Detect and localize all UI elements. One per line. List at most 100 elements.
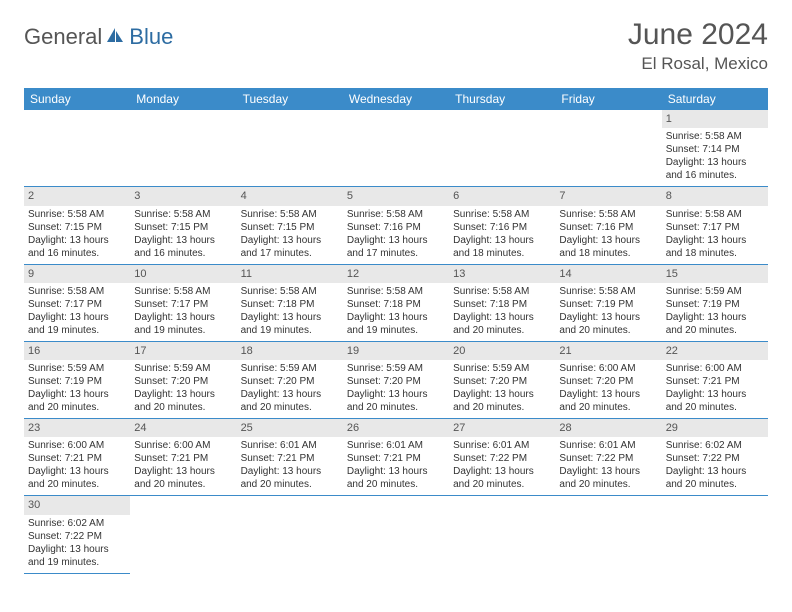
calendar-week: 23Sunrise: 6:00 AMSunset: 7:21 PMDayligh… (24, 419, 768, 496)
sunset-text: Sunset: 7:21 PM (666, 375, 764, 388)
day-number: 23 (24, 419, 130, 437)
sunrise-text: Sunrise: 6:02 AM (666, 439, 764, 452)
calendar-week: 9Sunrise: 5:58 AMSunset: 7:17 PMDaylight… (24, 264, 768, 341)
day-header: Saturday (662, 88, 768, 110)
day-number: 12 (343, 265, 449, 283)
calendar-cell: 25Sunrise: 6:01 AMSunset: 7:21 PMDayligh… (237, 419, 343, 496)
sunrise-text: Sunrise: 5:58 AM (134, 208, 232, 221)
sunrise-text: Sunrise: 5:58 AM (453, 285, 551, 298)
daylight-text: and 19 minutes. (28, 324, 126, 337)
daylight-text: and 20 minutes. (241, 401, 339, 414)
sunset-text: Sunset: 7:20 PM (347, 375, 445, 388)
calendar-cell: 7Sunrise: 5:58 AMSunset: 7:16 PMDaylight… (555, 187, 661, 264)
daylight-text: and 20 minutes. (666, 401, 764, 414)
calendar-cell: 29Sunrise: 6:02 AMSunset: 7:22 PMDayligh… (662, 419, 768, 496)
day-number: 13 (449, 265, 555, 283)
daylight-text: and 16 minutes. (666, 169, 764, 182)
daylight-text: Daylight: 13 hours (28, 388, 126, 401)
month-title: June 2024 (628, 18, 768, 52)
calendar-cell: . (555, 110, 661, 187)
header: General Blue June 2024 El Rosal, Mexico (24, 18, 768, 74)
daylight-text: Daylight: 13 hours (241, 311, 339, 324)
daylight-text: Daylight: 13 hours (666, 156, 764, 169)
calendar-week: ......1Sunrise: 5:58 AMSunset: 7:14 PMDa… (24, 110, 768, 187)
sunset-text: Sunset: 7:18 PM (453, 298, 551, 311)
day-number: 26 (343, 419, 449, 437)
daylight-text: and 17 minutes. (347, 247, 445, 260)
daylight-text: Daylight: 13 hours (134, 311, 232, 324)
calendar-cell: 21Sunrise: 6:00 AMSunset: 7:20 PMDayligh… (555, 341, 661, 418)
sunset-text: Sunset: 7:18 PM (241, 298, 339, 311)
daylight-text: Daylight: 13 hours (28, 234, 126, 247)
sunrise-text: Sunrise: 5:58 AM (347, 285, 445, 298)
sunset-text: Sunset: 7:20 PM (134, 375, 232, 388)
sunrise-text: Sunrise: 5:59 AM (134, 362, 232, 375)
day-header: Friday (555, 88, 661, 110)
daylight-text: Daylight: 13 hours (134, 234, 232, 247)
daylight-text: Daylight: 13 hours (28, 543, 126, 556)
day-number: 20 (449, 342, 555, 360)
sunrise-text: Sunrise: 6:02 AM (28, 517, 126, 530)
daylight-text: and 18 minutes. (559, 247, 657, 260)
calendar-cell: . (555, 496, 661, 573)
calendar-cell: 3Sunrise: 5:58 AMSunset: 7:15 PMDaylight… (130, 187, 236, 264)
sunrise-text: Sunrise: 6:00 AM (28, 439, 126, 452)
sunrise-text: Sunrise: 6:00 AM (666, 362, 764, 375)
sunrise-text: Sunrise: 5:59 AM (347, 362, 445, 375)
daylight-text: and 20 minutes. (559, 401, 657, 414)
calendar-cell: 30Sunrise: 6:02 AMSunset: 7:22 PMDayligh… (24, 496, 130, 573)
daylight-text: and 20 minutes. (453, 324, 551, 337)
sunset-text: Sunset: 7:16 PM (453, 221, 551, 234)
daylight-text: Daylight: 13 hours (28, 465, 126, 478)
sunset-text: Sunset: 7:22 PM (28, 530, 126, 543)
daylight-text: Daylight: 13 hours (347, 311, 445, 324)
day-number: 2 (24, 187, 130, 205)
sunset-text: Sunset: 7:22 PM (559, 452, 657, 465)
day-number: 24 (130, 419, 236, 437)
daylight-text: Daylight: 13 hours (666, 311, 764, 324)
daylight-text: and 19 minutes. (241, 324, 339, 337)
calendar-cell: 9Sunrise: 5:58 AMSunset: 7:17 PMDaylight… (24, 264, 130, 341)
daylight-text: and 20 minutes. (134, 478, 232, 491)
calendar-cell: 23 Sunrise: 6:00 AMSunset: 7:21 PMDayligh… (24, 419, 130, 496)
daylight-text: Daylight: 13 hours (453, 234, 551, 247)
sunrise-text: Sunrise: 5:58 AM (453, 208, 551, 221)
sail-icon (105, 24, 125, 50)
daylight-text: and 19 minutes. (28, 556, 126, 569)
daylight-text: Daylight: 13 hours (559, 465, 657, 478)
calendar-cell: 16Sunrise: 5:59 AMSunset: 7:19 PMDayligh… (24, 341, 130, 418)
daylight-text: Daylight: 13 hours (241, 234, 339, 247)
sunset-text: Sunset: 7:15 PM (134, 221, 232, 234)
daylight-text: and 16 minutes. (28, 247, 126, 260)
daylight-text: Daylight: 13 hours (559, 388, 657, 401)
daylight-text: and 20 minutes. (241, 478, 339, 491)
daylight-text: Daylight: 13 hours (241, 465, 339, 478)
sunset-text: Sunset: 7:21 PM (28, 452, 126, 465)
calendar-cell: 1Sunrise: 5:58 AMSunset: 7:14 PMDaylight… (662, 110, 768, 187)
sunrise-text: Sunrise: 5:58 AM (28, 285, 126, 298)
sunset-text: Sunset: 7:16 PM (559, 221, 657, 234)
sunrise-text: Sunrise: 5:59 AM (28, 362, 126, 375)
calendar-cell: . (130, 110, 236, 187)
calendar-cell: 15Sunrise: 5:59 AMSunset: 7:19 PMDayligh… (662, 264, 768, 341)
calendar-cell: 6Sunrise: 5:58 AMSunset: 7:16 PMDaylight… (449, 187, 555, 264)
sunset-text: Sunset: 7:20 PM (559, 375, 657, 388)
day-header: Monday (130, 88, 236, 110)
daylight-text: Daylight: 13 hours (559, 234, 657, 247)
sunset-text: Sunset: 7:17 PM (134, 298, 232, 311)
day-number: 28 (555, 419, 661, 437)
sunset-text: Sunset: 7:19 PM (666, 298, 764, 311)
day-header: Wednesday (343, 88, 449, 110)
calendar-cell: . (24, 110, 130, 187)
daylight-text: and 18 minutes. (666, 247, 764, 260)
daylight-text: Daylight: 13 hours (453, 311, 551, 324)
sunrise-text: Sunrise: 6:00 AM (559, 362, 657, 375)
sunset-text: Sunset: 7:16 PM (347, 221, 445, 234)
day-number: 14 (555, 265, 661, 283)
calendar-cell: 4Sunrise: 5:58 AMSunset: 7:15 PMDaylight… (237, 187, 343, 264)
daylight-text: Daylight: 13 hours (134, 465, 232, 478)
sunset-text: Sunset: 7:14 PM (666, 143, 764, 156)
calendar-week: 2Sunrise: 5:58 AMSunset: 7:15 PMDaylight… (24, 187, 768, 264)
daylight-text: Daylight: 13 hours (347, 465, 445, 478)
daylight-text: Daylight: 13 hours (453, 465, 551, 478)
